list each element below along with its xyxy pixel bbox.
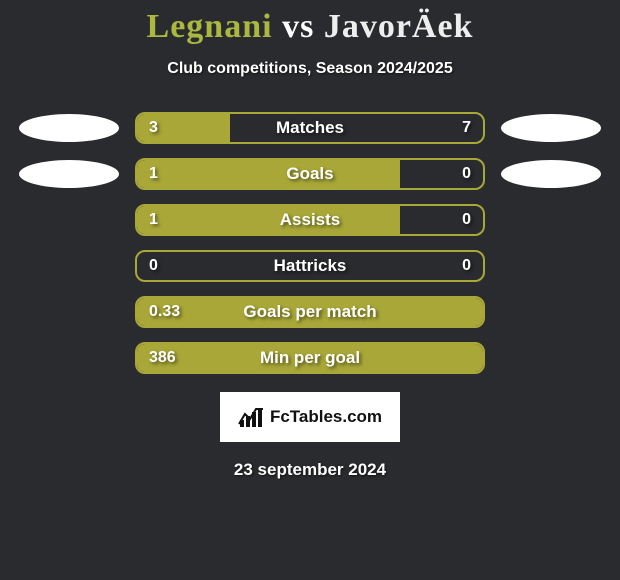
badge-spacer: [501, 344, 601, 372]
stat-bar: 0 0 Hattricks: [135, 250, 485, 282]
badge-spacer: [19, 206, 119, 234]
badge-spacer: [501, 298, 601, 326]
comparison-title: Legnani vs JavorÄek: [0, 8, 620, 46]
stat-value-left: 0.33: [149, 303, 180, 321]
fctables-logo: FcTables.com: [220, 392, 400, 442]
stat-value-left: 3: [149, 119, 158, 137]
player2-name: JavorÄek: [324, 8, 474, 45]
stat-value-right: 0: [462, 165, 471, 183]
stat-row: 386 Min per goal: [0, 342, 620, 374]
chart-icon: [238, 406, 264, 428]
stat-label: Goals per match: [243, 302, 376, 322]
stat-bar: 1 0 Assists: [135, 204, 485, 236]
team-badge-right: [501, 114, 601, 142]
stat-label: Min per goal: [260, 348, 360, 368]
stat-label: Hattricks: [274, 256, 347, 276]
stat-value-left: 1: [149, 211, 158, 229]
stat-row: 0 0 Hattricks: [0, 250, 620, 282]
stat-value-left: 0: [149, 257, 158, 275]
bar-fill: [137, 206, 400, 234]
badge-spacer: [19, 252, 119, 280]
badge-spacer: [501, 252, 601, 280]
date-text: 23 september 2024: [0, 460, 620, 480]
player1-name: Legnani: [147, 8, 273, 45]
team-badge-left: [19, 160, 119, 188]
subtitle: Club competitions, Season 2024/2025: [0, 60, 620, 78]
stat-label: Goals: [286, 164, 333, 184]
stat-value-left: 1: [149, 165, 158, 183]
stat-rows: 3 7 Matches 1 0 Goals 1 0 Assists 0 0 Hattricks 0.33…: [0, 112, 620, 374]
badge-spacer: [501, 206, 601, 234]
bar-fill: [137, 160, 400, 188]
stat-row: 3 7 Matches: [0, 112, 620, 144]
badge-spacer: [19, 298, 119, 326]
stat-value-right: 7: [462, 119, 471, 137]
stat-label: Assists: [280, 210, 340, 230]
stat-row: 1 0 Goals: [0, 158, 620, 190]
stat-bar: 386 Min per goal: [135, 342, 485, 374]
logo-text: FcTables.com: [270, 407, 382, 427]
stat-bar: 1 0 Goals: [135, 158, 485, 190]
stat-value-right: 0: [462, 211, 471, 229]
stat-bar: 3 7 Matches: [135, 112, 485, 144]
stat-value-right: 0: [462, 257, 471, 275]
badge-spacer: [19, 344, 119, 372]
stat-row: 0.33 Goals per match: [0, 296, 620, 328]
stat-bar: 0.33 Goals per match: [135, 296, 485, 328]
stat-value-left: 386: [149, 349, 176, 367]
team-badge-left: [19, 114, 119, 142]
team-badge-right: [501, 160, 601, 188]
stat-label: Matches: [276, 118, 344, 138]
vs-text: vs: [282, 8, 314, 45]
stat-row: 1 0 Assists: [0, 204, 620, 236]
